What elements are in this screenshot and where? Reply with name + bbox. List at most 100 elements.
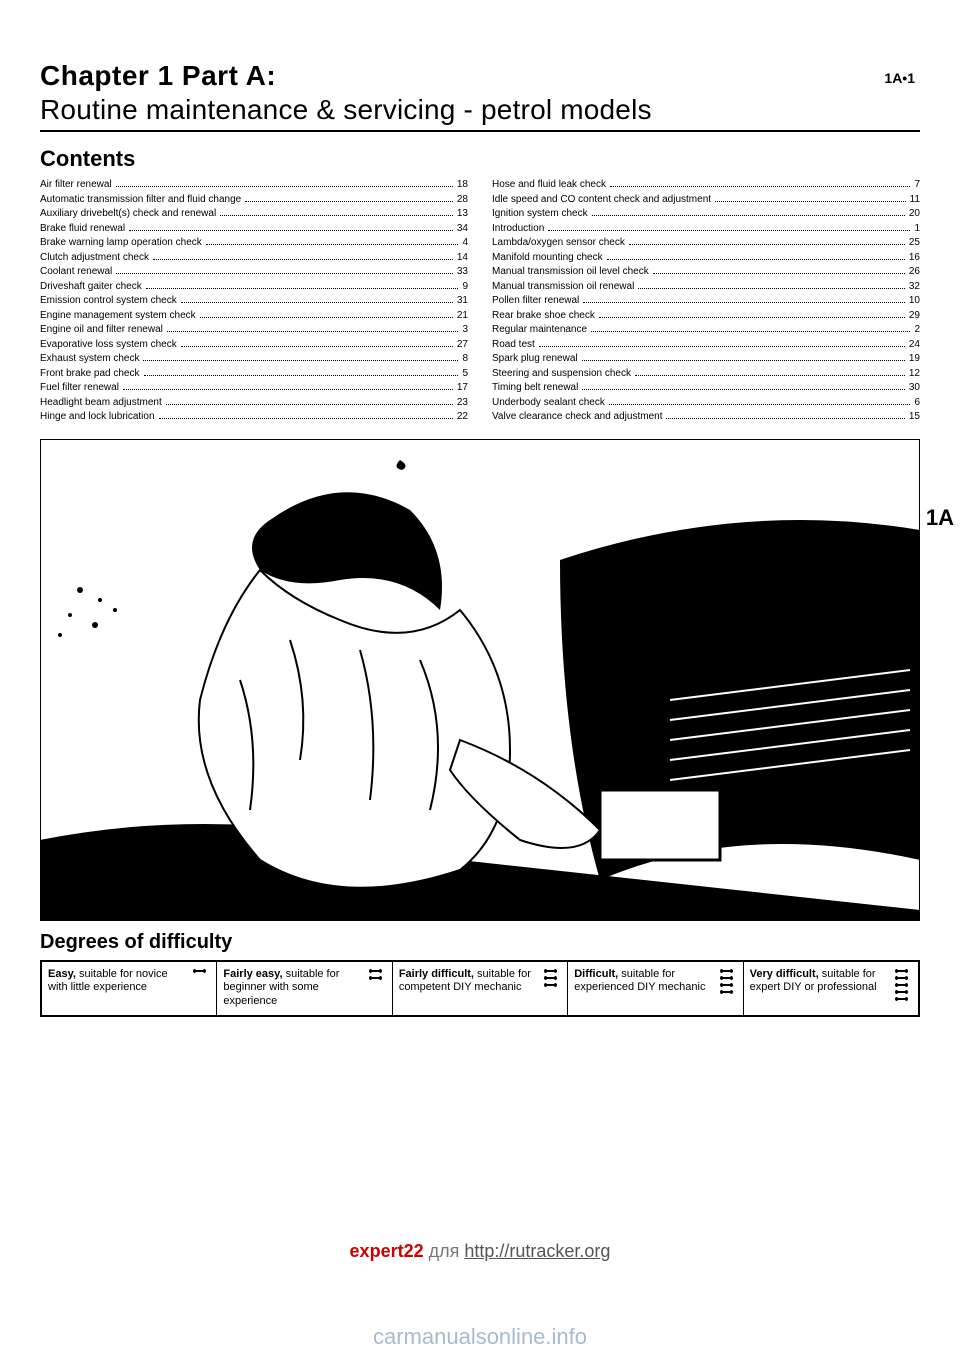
toc-row: Valve clearance check and adjustment 15 — [492, 410, 920, 425]
toc-row: Manifold mounting check16 — [492, 251, 920, 266]
toc-leader-dots — [599, 317, 905, 318]
toc-label: Idle speed and CO content check and adju… — [492, 193, 711, 208]
toc-label: Road test — [492, 338, 535, 353]
difficulty-cell: Difficult, suitable for experienced DIY … — [568, 962, 743, 1015]
difficulty-text: Fairly easy, suitable for beginner with … — [223, 968, 365, 1009]
toc-leader-dots — [582, 389, 905, 390]
toc-page-number: 1 — [914, 222, 920, 237]
difficulty-cell: Fairly easy, suitable for beginner with … — [217, 962, 392, 1015]
thumb-index-label: 1A — [926, 505, 954, 531]
toc-page-number: 25 — [909, 236, 920, 251]
toc-leader-dots — [610, 186, 910, 187]
wrench-icon — [894, 968, 912, 1002]
toc-page-number: 6 — [914, 396, 920, 411]
toc-page-number: 13 — [457, 207, 468, 222]
toc-page-number: 11 — [910, 193, 920, 208]
toc-label: Timing belt renewal — [492, 381, 578, 396]
toc-label: Brake warning lamp operation check — [40, 236, 202, 251]
toc-row: Headlight beam adjustment23 — [40, 396, 468, 411]
toc-page-number: 29 — [909, 309, 920, 324]
toc-row: Lambda/oxygen sensor check 25 — [492, 236, 920, 251]
toc-label: Rear brake shoe check — [492, 309, 595, 324]
toc-label: Fuel filter renewal — [40, 381, 119, 396]
toc-row: Manual transmission oil renewal32 — [492, 280, 920, 295]
toc-label: Valve clearance check and adjustment — [492, 410, 662, 425]
toc-page-number: 23 — [457, 396, 468, 411]
wrench-icon — [192, 968, 210, 974]
toc-page-number: 30 — [909, 381, 920, 396]
toc-row: Engine management system check21 — [40, 309, 468, 324]
difficulty-cell: Easy, suitable for novice with little ex… — [42, 962, 217, 1015]
toc-row: Idle speed and CO content check and adju… — [492, 193, 920, 208]
toc-label: Lambda/oxygen sensor check — [492, 236, 625, 251]
toc-page-number: 28 — [457, 193, 468, 208]
toc-row: Exhaust system check8 — [40, 352, 468, 367]
toc-leader-dots — [167, 331, 459, 332]
toc-label: Manifold mounting check — [492, 251, 603, 266]
toc-label: Front brake pad check — [40, 367, 140, 382]
toc-page-number: 14 — [457, 251, 468, 266]
wrench-icon — [368, 968, 386, 981]
mechanic-photo-svg — [41, 440, 919, 920]
toc-page-number: 3 — [462, 323, 468, 338]
toc-row: Brake fluid renewal34 — [40, 222, 468, 237]
toc-row: Fuel filter renewal 17 — [40, 381, 468, 396]
toc-label: Manual transmission oil renewal — [492, 280, 634, 295]
toc-label: Manual transmission oil level check — [492, 265, 649, 280]
toc-page-number: 7 — [914, 178, 920, 193]
toc-row: Manual transmission oil level check26 — [492, 265, 920, 280]
toc-leader-dots — [181, 346, 453, 347]
toc-leader-dots — [592, 215, 905, 216]
toc-page-number: 21 — [457, 309, 468, 324]
toc-leader-dots — [245, 201, 453, 202]
toc-page-number: 4 — [462, 236, 468, 251]
toc-label: Driveshaft gaiter check — [40, 280, 142, 295]
wrench-icon — [719, 968, 737, 995]
contents-columns: Air filter renewal18Automatic transmissi… — [40, 178, 920, 425]
toc-leader-dots — [666, 418, 904, 419]
wrench-icon — [543, 968, 561, 988]
chapter-title: Routine maintenance & servicing - petrol… — [40, 94, 920, 126]
footer-link[interactable]: http://rutracker.org — [464, 1241, 610, 1261]
toc-leader-dots — [583, 302, 905, 303]
toc-row: Coolant renewal33 — [40, 265, 468, 280]
toc-row: Automatic transmission filter and fluid … — [40, 193, 468, 208]
toc-row: Ignition system check20 — [492, 207, 920, 222]
toc-leader-dots — [715, 201, 906, 202]
horizontal-rule — [40, 130, 920, 132]
toc-row: Clutch adjustment check 14 — [40, 251, 468, 266]
toc-row: Brake warning lamp operation check 4 — [40, 236, 468, 251]
toc-page-number: 2 — [914, 323, 920, 338]
footer-brand: expert22 — [350, 1241, 424, 1261]
toc-row: Air filter renewal18 — [40, 178, 468, 193]
toc-page-number: 17 — [457, 381, 468, 396]
toc-label: Pollen filter renewal — [492, 294, 579, 309]
toc-leader-dots — [116, 186, 453, 187]
toc-label: Clutch adjustment check — [40, 251, 149, 266]
toc-leader-dots — [607, 259, 905, 260]
toc-page-number: 34 — [457, 222, 468, 237]
toc-label: Hose and fluid leak check — [492, 178, 606, 193]
toc-label: Steering and suspension check — [492, 367, 631, 382]
toc-row: Engine oil and filter renewal3 — [40, 323, 468, 338]
toc-row: Road test24 — [492, 338, 920, 353]
toc-leader-dots — [159, 418, 453, 419]
toc-row: Driveshaft gaiter check9 — [40, 280, 468, 295]
toc-leader-dots — [146, 288, 459, 289]
toc-row: Front brake pad check5 — [40, 367, 468, 382]
toc-row: Regular maintenance2 — [492, 323, 920, 338]
toc-label: Emission control system check — [40, 294, 177, 309]
toc-leader-dots — [638, 288, 905, 289]
toc-row: Timing belt renewal 30 — [492, 381, 920, 396]
toc-page-number: 15 — [909, 410, 920, 425]
difficulty-text: Easy, suitable for novice with little ex… — [48, 968, 190, 996]
toc-row: Auxiliary drivebelt(s) check and renewal… — [40, 207, 468, 222]
difficulty-text: Fairly difficult, suitable for competent… — [399, 968, 541, 996]
toc-leader-dots — [123, 389, 453, 390]
toc-leader-dots — [635, 375, 905, 376]
toc-leader-dots — [653, 273, 905, 274]
toc-row: Pollen filter renewal 10 — [492, 294, 920, 309]
toc-leader-dots — [539, 346, 905, 347]
toc-page-number: 10 — [909, 294, 920, 309]
difficulty-text: Difficult, suitable for experienced DIY … — [574, 968, 716, 996]
